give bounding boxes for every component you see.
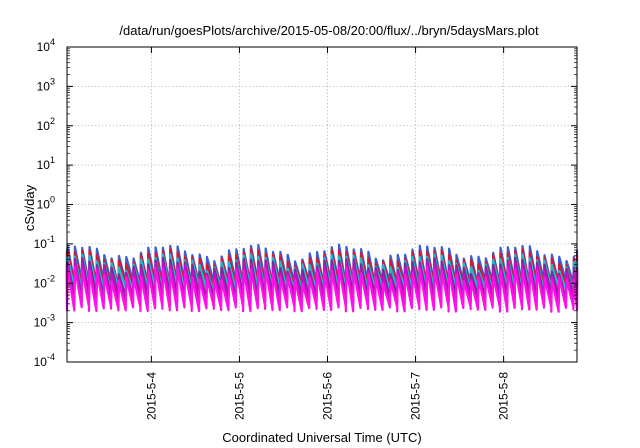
y-tick-label: 104 [37,37,55,54]
x-tick-label: 2015-5-6 [321,372,335,420]
y-axis-label: cSv/day [22,184,37,231]
y-tick-label: 100 [37,195,55,212]
x-axis-label: Coordinated Universal Time (UTC) [222,430,421,445]
y-tick-label: 10-2 [34,273,55,290]
y-tick-label: 10-1 [34,234,55,251]
y-tick-label: 102 [37,116,55,133]
x-tick-label: 2015-5-8 [497,372,511,420]
y-tick-label: 101 [37,155,55,172]
series-line [65,265,579,313]
x-tick-label: 2015-5-4 [144,372,158,420]
y-tick-label: 10-4 [34,352,55,369]
plot-frame [66,46,578,363]
x-axis: 2015-5-4 2015-5-5 2015-5-6 2015-5-7 2015-5-8 [144,47,511,420]
x-tick-label: 2015-5-5 [232,372,246,420]
y-axis: 10-4 10-3 10-2 10-1 100 101 102 103 104 [34,37,577,369]
chart-title: /data/run/goesPlots/archive/2015-05-08/2… [119,23,539,38]
series-group [65,243,579,313]
x-tick-label: 2015-5-7 [409,372,423,420]
grid [67,47,577,362]
y-tick-label: 10-3 [34,313,55,330]
y-tick-label: 103 [37,76,55,93]
